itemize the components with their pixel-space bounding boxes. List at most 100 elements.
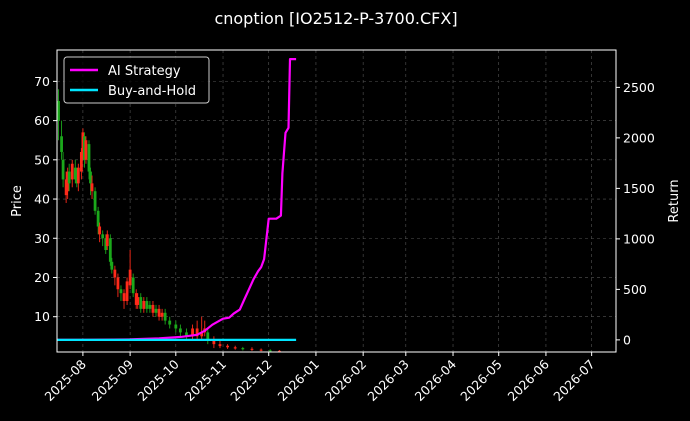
y2-tick-label: 1500	[623, 181, 655, 196]
candle-body	[119, 289, 123, 294]
candle-body	[157, 308, 161, 317]
x-tick-label: 2026-06	[505, 356, 553, 404]
candle-body	[105, 234, 109, 247]
candle-body	[64, 179, 68, 196]
candle-body	[148, 304, 152, 309]
y-tick-label: 50	[34, 152, 50, 167]
candle-body	[226, 345, 229, 348]
candle-body	[160, 312, 164, 317]
chart-title: cnoption [IO2512-P-3700.CFX]	[214, 9, 457, 28]
candle-body	[206, 332, 210, 341]
legend-box	[63, 56, 210, 104]
candle-body	[110, 261, 114, 270]
y-tick-label: 60	[34, 113, 50, 128]
x-tick-label: 2026-03	[364, 357, 412, 405]
candle-body	[81, 132, 85, 152]
x-tick-label: 2025-09	[89, 356, 137, 404]
candle-body	[250, 348, 254, 350]
candle-body	[61, 159, 65, 180]
candle-body	[67, 171, 71, 184]
candle-body	[259, 349, 263, 351]
candle-body	[57, 100, 60, 121]
y2-axis-label: Return	[667, 179, 682, 222]
y-tick-label: 10	[34, 309, 50, 324]
y-tick-label: 30	[34, 231, 50, 246]
candle-body	[96, 210, 100, 227]
y-tick-label: 20	[34, 270, 50, 285]
x-tick-label: 2026-02	[322, 357, 370, 405]
x-tick-label: 2026-04	[412, 356, 460, 404]
candle-body	[241, 348, 245, 350]
y2-tick-label: 500	[623, 282, 647, 297]
candle-body	[178, 328, 182, 333]
candle-body	[104, 238, 108, 251]
candle-body	[233, 347, 237, 349]
candle-body	[66, 171, 70, 192]
candle-body	[145, 301, 149, 309]
y2-tick-label: 2000	[623, 130, 655, 145]
candle-body	[154, 308, 158, 313]
candle-body	[168, 320, 172, 325]
x-tick-label: 2026-07	[550, 357, 598, 405]
candle-body	[136, 297, 140, 305]
candle-body	[73, 167, 77, 180]
y-axis-label: Price	[10, 185, 25, 217]
candle-body	[125, 281, 129, 302]
x-tick-label: 2025-11	[182, 357, 230, 405]
grid	[57, 50, 616, 352]
x-tick-label: 2025-12	[227, 357, 275, 405]
candle-body	[268, 350, 272, 352]
candle-body	[101, 234, 105, 239]
candle-body	[142, 301, 146, 309]
x-tick-label: 2026-05	[457, 357, 505, 405]
candle-body	[87, 144, 91, 172]
x-tick-label: 2025-08	[41, 356, 89, 404]
plot-frame	[56, 49, 617, 353]
candle-body	[134, 293, 138, 305]
return-lines	[57, 57, 297, 341]
candle-body	[174, 324, 178, 329]
candle-body	[122, 293, 126, 302]
candle-body	[98, 226, 102, 235]
candle-body	[191, 328, 194, 337]
candle-body	[84, 140, 88, 160]
candlestick-series	[57, 89, 281, 352]
y-tick-label: 70	[34, 74, 50, 89]
candle-body	[79, 151, 83, 172]
candle-body	[89, 171, 92, 184]
y2-tick-label: 0	[623, 332, 631, 347]
y-axis-right: 0 500 1000 1500 2000 2500	[616, 80, 655, 347]
candle-body	[195, 328, 199, 337]
candle-body	[151, 304, 155, 313]
x-tick-label: 2026-01	[275, 357, 323, 405]
candle-body	[113, 269, 117, 278]
candle-body	[90, 183, 94, 192]
candle-body	[131, 277, 135, 294]
candle-body	[200, 332, 204, 337]
y2-tick-label: 2500	[623, 80, 655, 95]
candle-body	[212, 340, 216, 345]
y-axis-left: 10 20 30 40 50 60 70	[34, 74, 57, 324]
candle-body	[75, 175, 79, 184]
candle-body	[76, 167, 80, 184]
ai-strategy-line	[57, 57, 297, 341]
candle-body	[93, 191, 97, 211]
candle-body	[83, 136, 86, 160]
legend-label-bh: Buy-and-Hold	[108, 84, 196, 99]
candle-body	[218, 344, 222, 347]
candle-body	[185, 332, 188, 337]
x-tick-label: 2025-10	[134, 356, 182, 404]
y-tick-label: 40	[34, 192, 50, 207]
candle-body	[70, 163, 74, 180]
candle-body	[108, 238, 112, 262]
candle-body	[163, 312, 167, 321]
y2-tick-label: 1000	[623, 231, 655, 246]
candle-body	[128, 269, 132, 286]
candle-body	[277, 350, 281, 352]
candle-body	[116, 277, 120, 290]
legend-label-ai: AI Strategy	[108, 64, 181, 79]
legend: AI Strategy Buy-and-Hold	[63, 56, 210, 104]
candle-body	[60, 136, 63, 152]
